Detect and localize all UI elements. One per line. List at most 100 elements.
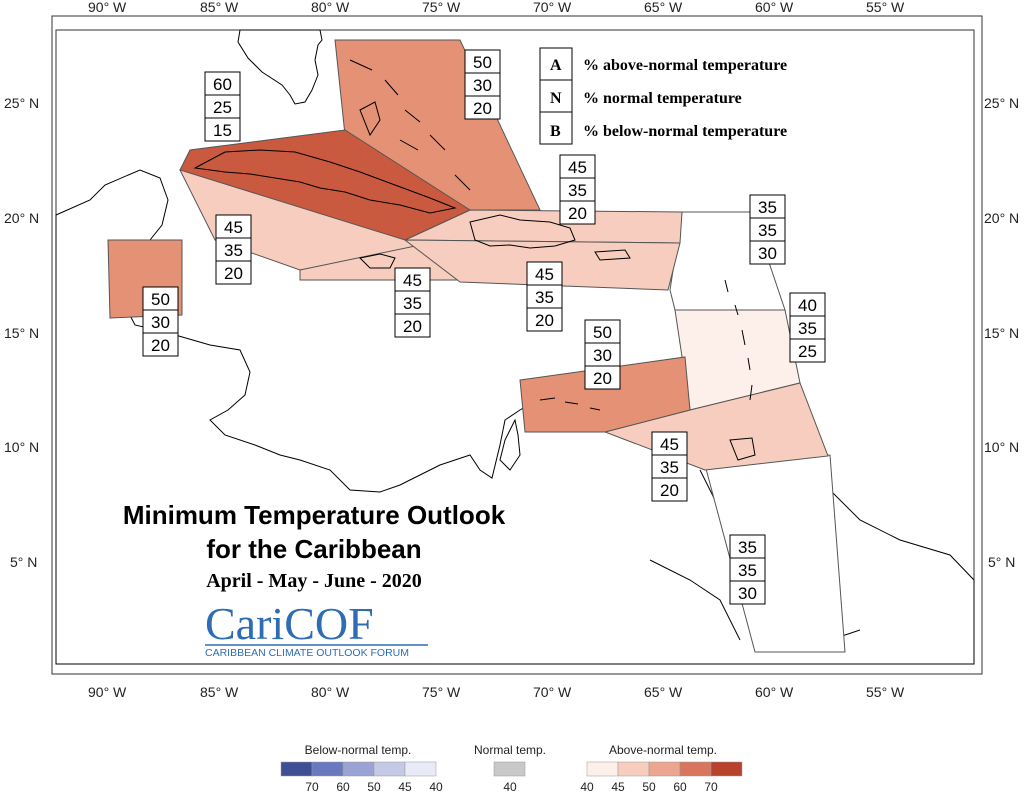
key-letter-a: A [550,57,562,74]
bottom-tick-6: 60° W [755,684,794,700]
logo-text: CariCOF [205,598,374,649]
bottom-tick-labels: 90° W 85° W 80° W 75° W 70° W 65° W 60° … [88,684,905,700]
colorbar-below-swatch [280,761,313,777]
cuba-outline [193,149,457,214]
colorbar-above-swatch [648,761,681,777]
probability-normal-value: 30 [151,313,170,332]
colorbar-above-tick: 40 [580,780,594,791]
right-tick-2: 15° N [984,325,1019,341]
colorbar-below-tick: 60 [336,780,350,791]
right-tick-0: 25° N [984,95,1019,111]
left-tick-3: 10° N [4,439,39,455]
probability-below-value: 30 [758,244,777,263]
probability-box-trinidad-tobago: 45 35 20 [651,431,688,502]
left-tick-1: 20° N [4,210,39,226]
probability-normal-value: 35 [738,561,757,580]
probability-below-value: 30 [738,584,757,603]
bottom-tick-7: 55° W [866,684,905,700]
bottom-tick-2: 80° W [311,684,350,700]
probability-box-bahamas: 50 30 20 [464,49,501,120]
colorbar-above-swatch [617,761,650,777]
right-tick-3: 10° N [984,439,1019,455]
venezuela-lake [499,418,521,471]
top-tick-labels: 90° W 85° W 80° W 75° W 70° W 65° W 60° … [88,0,905,15]
florida-landmass [237,29,323,105]
probability-above-value: 50 [473,53,492,72]
probability-box-northern-leewards: 35 35 30 [749,194,786,265]
probability-normal-value: 35 [568,181,587,200]
colorbar-above-tick: 45 [611,780,625,791]
key-letter-b: B [550,123,561,140]
probability-below-value: 15 [213,121,232,140]
probability-below-value: 20 [151,336,170,355]
probability-above-value: 35 [738,538,757,557]
colorbar-above-tick: 60 [673,780,687,791]
top-tick-6: 60° W [755,0,794,15]
probability-cell [464,95,501,120]
top-tick-3: 75° W [422,0,461,15]
probability-normal-value: 35 [403,294,422,313]
top-tick-5: 65° W [644,0,683,15]
probability-below-value: 20 [593,369,612,388]
key-letter-n: N [550,90,562,107]
probability-box-guianas: 35 35 30 [729,534,766,605]
probability-box-jamaica-west: 45 35 20 [215,214,252,285]
colorbar-above-label: Above-normal temp. [609,743,717,757]
left-tick-0: 25° N [4,95,39,111]
bottom-tick-5: 65° W [644,684,683,700]
probability-above-value: 50 [593,323,612,342]
probability-cell [559,200,596,225]
top-tick-2: 80° W [311,0,350,15]
probability-below-value: 20 [403,317,422,336]
caricof-logo: CariCOF CARIBBEAN CLIMATE OUTLOOK FORUM [205,598,428,659]
probability-above-value: 45 [535,265,554,284]
probability-above-value: 35 [758,198,777,217]
bahamas-chain [349,59,471,191]
probability-normal-value: 35 [224,241,243,260]
lesser-antilles [724,279,753,401]
puerto-rico-outline [594,249,631,261]
colombia-border-line [649,559,741,641]
trinidad-outline [729,437,756,461]
colorbar-ticks: 70 60 50 45 40 40 40 45 50 60 70 [305,780,718,791]
colorbar-above-swatch [679,761,712,777]
probability-normal-value: 35 [535,288,554,307]
colorbar-below-swatch [404,761,437,777]
top-tick-0: 90° W [88,0,127,15]
probability-normal-value: 35 [798,319,817,338]
colorbar-below-swatch [342,761,375,777]
key-box-n [539,79,573,113]
top-tick-7: 55° W [866,0,905,15]
probability-boxes: 50 30 20 60 25 15 50 30 20 45 35 20 45 35 20 45 35 20 45 35… [142,49,826,605]
probability-above-value: 45 [568,158,587,177]
colorbar-below-swatch [373,761,406,777]
probability-above-value: 60 [213,75,232,94]
probability-normal-value: 35 [758,221,777,240]
key-legend: A N B % above-normal temperature % norma… [539,47,787,145]
probability-cell [526,307,563,332]
right-tick-labels: 25° N 20° N 15° N 10° N 5° N [984,95,1019,570]
probability-cell [651,477,688,502]
colorbar: Below-normal temp. Normal temp. Above-no… [280,743,743,791]
colorbar-below-swatch [311,761,344,777]
title-line-2: for the Caribbean [206,534,421,564]
probability-cell [729,580,766,605]
region-abc-islands [519,356,691,433]
colorbar-swatches [280,761,743,777]
colorbar-below-label: Below-normal temp. [305,743,412,757]
probability-cell [142,332,179,357]
probability-box-jamaica: 45 35 20 [394,267,431,338]
colorbar-normal-swatch [493,761,526,777]
bottom-tick-4: 70° W [533,684,572,700]
key-box-a [539,47,573,81]
colorbar-normal-label: Normal temp. [474,743,546,757]
bahamas-andros [359,101,381,137]
colorbar-below-tick: 50 [367,780,381,791]
jamaica-outline [358,253,396,269]
island-outlines [193,59,756,461]
title-block: Minimum Temperature Outlook for the Cari… [123,500,506,592]
colorbar-above-tick: 70 [704,780,718,791]
colorbar-above-swatch [710,761,743,777]
probability-box-yucatan-belize: 50 30 20 [142,286,179,357]
key-box-b [539,111,573,145]
